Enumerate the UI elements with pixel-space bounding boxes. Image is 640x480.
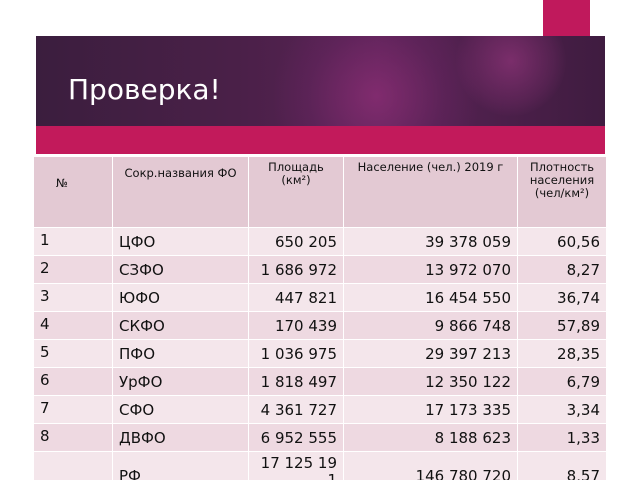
table-row: 7 СФО 4 361 727 17 173 335 3,34: [33, 395, 607, 424]
cell-density: 6,79: [517, 367, 607, 396]
banner-glow: [266, 36, 486, 126]
cell-num: 8: [33, 423, 113, 452]
cell-population: 39 378 059: [343, 227, 518, 256]
header-area: Площадь (км²): [248, 156, 344, 228]
table-row: 5 ПФО 1 036 975 29 397 213 28,35: [33, 339, 607, 368]
cell-population: 8 188 623: [343, 423, 518, 452]
cell-population: 12 350 122: [343, 367, 518, 396]
accent-strip: [36, 126, 605, 154]
table-row: 1 ЦФО 650 205 39 378 059 60,56: [33, 227, 607, 256]
title-banner: [36, 36, 605, 126]
cell-name: СКФО: [112, 311, 249, 340]
cell-num: 3: [33, 283, 113, 312]
cell-density: 8,27: [517, 255, 607, 284]
cell-density: 3,34: [517, 395, 607, 424]
cell-area: 447 821: [248, 283, 344, 312]
cell-num: 7: [33, 395, 113, 424]
federal-districts-table-container: № Сокр.названия ФО Площадь (км²) Населен…: [33, 156, 607, 480]
cell-population: 29 397 213: [343, 339, 518, 368]
cell-area: 170 439: [248, 311, 344, 340]
table-row: 8 ДВФО 6 952 555 8 188 623 1,33: [33, 423, 607, 452]
table-row: 3 ЮФО 447 821 16 454 550 36,74: [33, 283, 607, 312]
cell-num: 5: [33, 339, 113, 368]
cell-area: 6 952 555: [248, 423, 344, 452]
cell-area: 17 125 191: [248, 451, 344, 480]
table-row: 2 СЗФО 1 686 972 13 972 070 8,27: [33, 255, 607, 284]
cell-area: 1 818 497: [248, 367, 344, 396]
table-header-row: № Сокр.названия ФО Площадь (км²) Населен…: [33, 156, 607, 228]
header-density: Плотность населения (чел/км²): [517, 156, 607, 228]
slide-title: Проверка!: [68, 73, 221, 106]
cell-population: 16 454 550: [343, 283, 518, 312]
header-name: Сокр.названия ФО: [112, 156, 249, 228]
cell-population: 13 972 070: [343, 255, 518, 284]
cell-name: СФО: [112, 395, 249, 424]
cell-density: 28,35: [517, 339, 607, 368]
cell-name: РФ: [112, 451, 249, 480]
table-total-row: РФ 17 125 191 146 780 720 8,57: [33, 451, 607, 480]
cell-name: ДВФО: [112, 423, 249, 452]
header-population: Население (чел.) 2019 г: [343, 156, 518, 228]
cell-density: 36,74: [517, 283, 607, 312]
cell-population: 9 866 748: [343, 311, 518, 340]
cell-area: 1 036 975: [248, 339, 344, 368]
cell-density: 1,33: [517, 423, 607, 452]
cell-name: ЮФО: [112, 283, 249, 312]
cell-area: 650 205: [248, 227, 344, 256]
cell-name: СЗФО: [112, 255, 249, 284]
cell-population: 146 780 720: [343, 451, 518, 480]
cell-density: 60,56: [517, 227, 607, 256]
cell-name: УрФО: [112, 367, 249, 396]
cell-population: 17 173 335: [343, 395, 518, 424]
cell-name: ПФО: [112, 339, 249, 368]
cell-num: [33, 451, 113, 480]
cell-area: 4 361 727: [248, 395, 344, 424]
cell-num: 4: [33, 311, 113, 340]
cell-area: 1 686 972: [248, 255, 344, 284]
cell-name: ЦФО: [112, 227, 249, 256]
cell-num: 6: [33, 367, 113, 396]
federal-districts-table: № Сокр.названия ФО Площадь (км²) Населен…: [33, 156, 607, 480]
cell-density: 57,89: [517, 311, 607, 340]
table-row: 4 СКФО 170 439 9 866 748 57,89: [33, 311, 607, 340]
table-row: 6 УрФО 1 818 497 12 350 122 6,79: [33, 367, 607, 396]
cell-num: 1: [33, 227, 113, 256]
cell-num: 2: [33, 255, 113, 284]
cell-density: 8,57: [517, 451, 607, 480]
header-num: №: [33, 156, 113, 228]
